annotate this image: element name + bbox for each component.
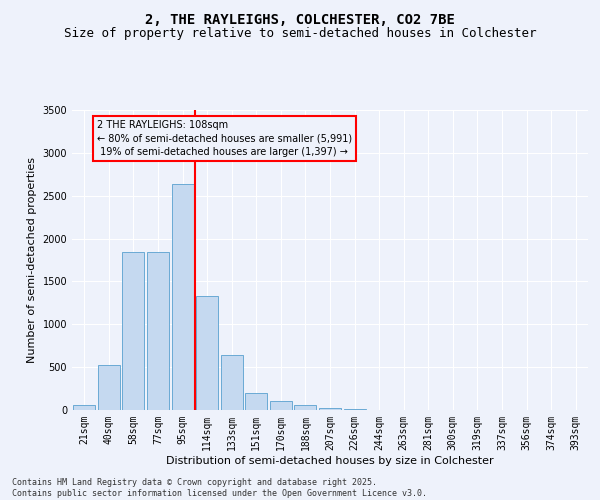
- Bar: [344, 409, 365, 410]
- Bar: [122, 252, 145, 410]
- Text: Contains HM Land Registry data © Crown copyright and database right 2025.
Contai: Contains HM Land Registry data © Crown c…: [12, 478, 427, 498]
- Bar: [147, 252, 169, 410]
- Text: Size of property relative to semi-detached houses in Colchester: Size of property relative to semi-detach…: [64, 28, 536, 40]
- Bar: [98, 364, 120, 410]
- Bar: [73, 406, 95, 410]
- X-axis label: Distribution of semi-detached houses by size in Colchester: Distribution of semi-detached houses by …: [166, 456, 494, 466]
- Bar: [295, 406, 316, 410]
- Text: 2, THE RAYLEIGHS, COLCHESTER, CO2 7BE: 2, THE RAYLEIGHS, COLCHESTER, CO2 7BE: [145, 12, 455, 26]
- Bar: [196, 296, 218, 410]
- Text: 2 THE RAYLEIGHS: 108sqm
← 80% of semi-detached houses are smaller (5,991)
 19% o: 2 THE RAYLEIGHS: 108sqm ← 80% of semi-de…: [97, 120, 352, 156]
- Bar: [245, 393, 268, 410]
- Bar: [172, 184, 194, 410]
- Bar: [270, 400, 292, 410]
- Bar: [319, 408, 341, 410]
- Y-axis label: Number of semi-detached properties: Number of semi-detached properties: [27, 157, 37, 363]
- Bar: [221, 355, 243, 410]
